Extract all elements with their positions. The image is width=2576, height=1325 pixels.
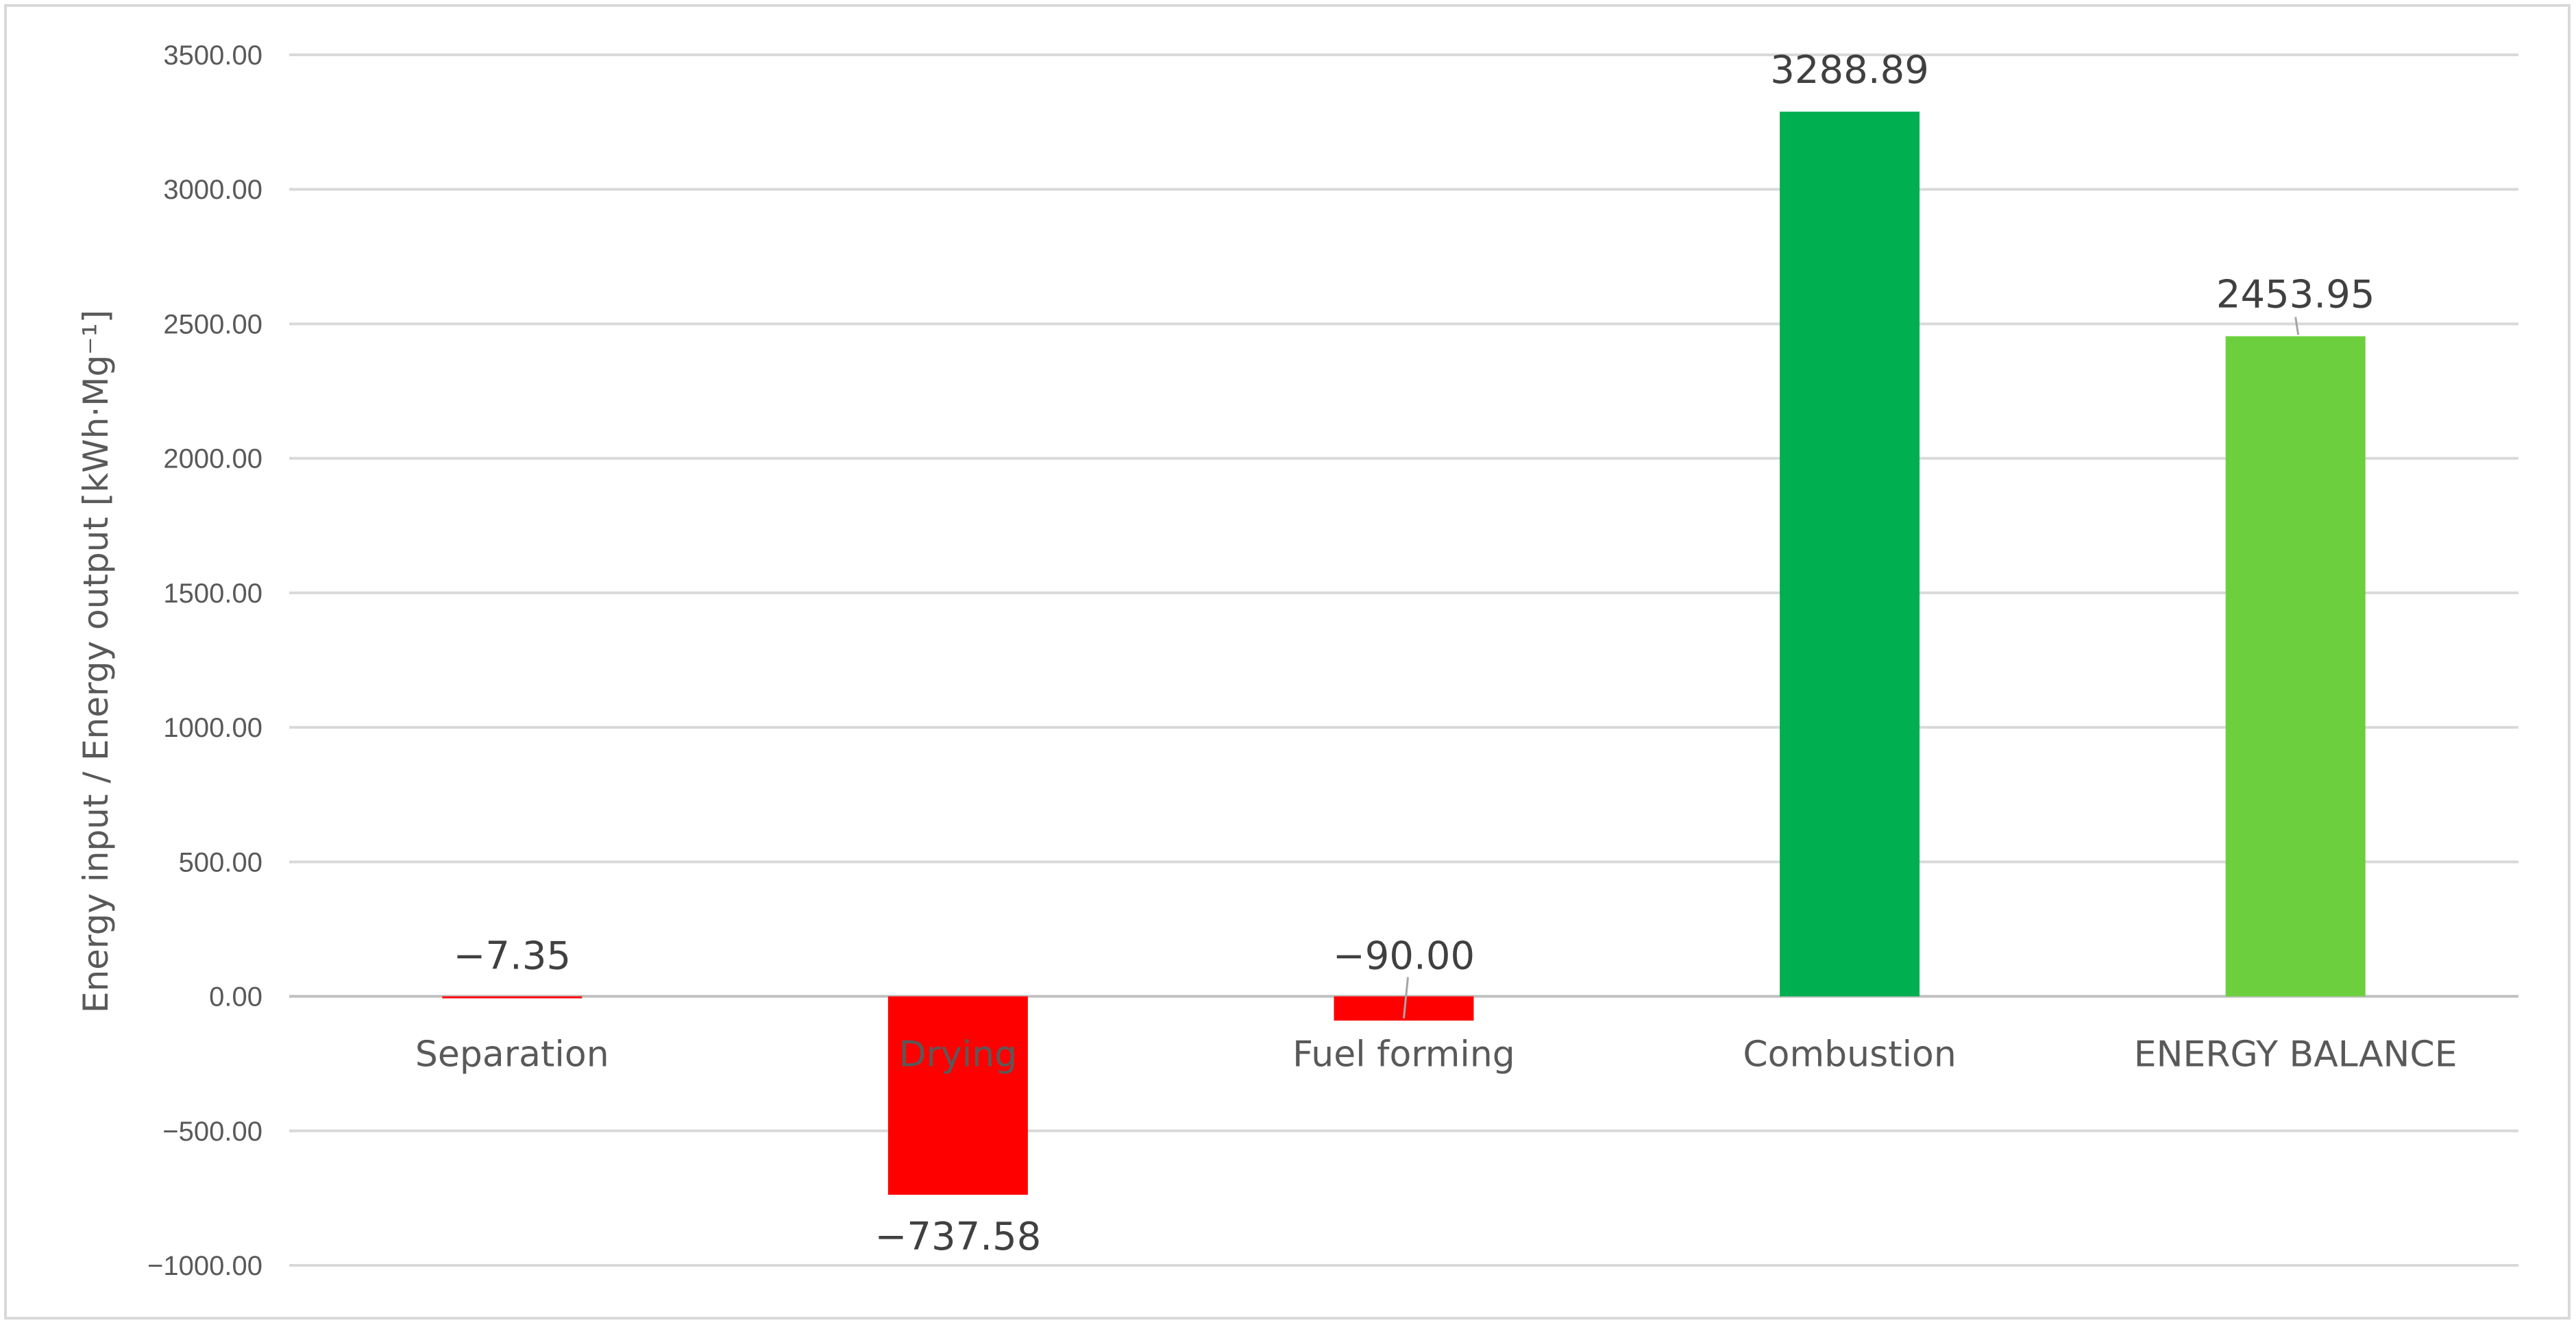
- chart-frame: [4, 4, 2571, 1320]
- category-label: Combustion: [1743, 1034, 1956, 1075]
- bar-energy-balance: [2225, 336, 2366, 997]
- category-label: Drying: [899, 1034, 1018, 1075]
- y-tick-label: 3000.00: [163, 175, 262, 205]
- category-label: Separation: [415, 1034, 609, 1075]
- bar-drying: [887, 996, 1028, 1195]
- bars: [442, 111, 2366, 1195]
- y-tick-label: 1500.00: [163, 579, 262, 609]
- data-label: 3288.89: [1770, 48, 1929, 93]
- y-axis-label: Energy input / Energy output [kWh·Mg⁻¹]: [76, 310, 116, 1013]
- data-label: 2453.95: [2216, 273, 2375, 317]
- y-tick-label: 0.00: [209, 982, 262, 1012]
- y-tick-label: −1000.00: [147, 1251, 262, 1281]
- bar-combustion: [1780, 111, 1920, 997]
- y-tick-label: 3500.00: [163, 40, 262, 71]
- y-tick-labels: −1000.00 −500.00 0.00 500.00 1000.00 1500.00 2…: [147, 40, 262, 1281]
- category-label: Fuel forming: [1292, 1034, 1515, 1075]
- bar-separation: [442, 996, 582, 999]
- data-labels: −7.35 −737.58 −90.00 3288.89 2453.95: [453, 48, 2375, 1259]
- y-tick-label: 2500.00: [163, 309, 262, 339]
- y-tick-label: −500.00: [162, 1117, 262, 1147]
- y-tick-label: 500.00: [179, 847, 262, 877]
- y-tick-label: 2000.00: [163, 444, 262, 474]
- grid-lines: [289, 53, 2518, 1267]
- data-label: −90.00: [1333, 934, 1475, 979]
- category-labels: Separation Drying Fuel forming Combustion EN…: [415, 1034, 2457, 1075]
- data-label: −7.35: [453, 934, 571, 979]
- y-tick-label: 1000.00: [163, 713, 262, 743]
- category-label: ENERGY BALANCE: [2134, 1034, 2457, 1075]
- leader-line: [2294, 317, 2300, 335]
- leader-line: [1403, 977, 1409, 1019]
- data-label: −737.58: [874, 1215, 1041, 1259]
